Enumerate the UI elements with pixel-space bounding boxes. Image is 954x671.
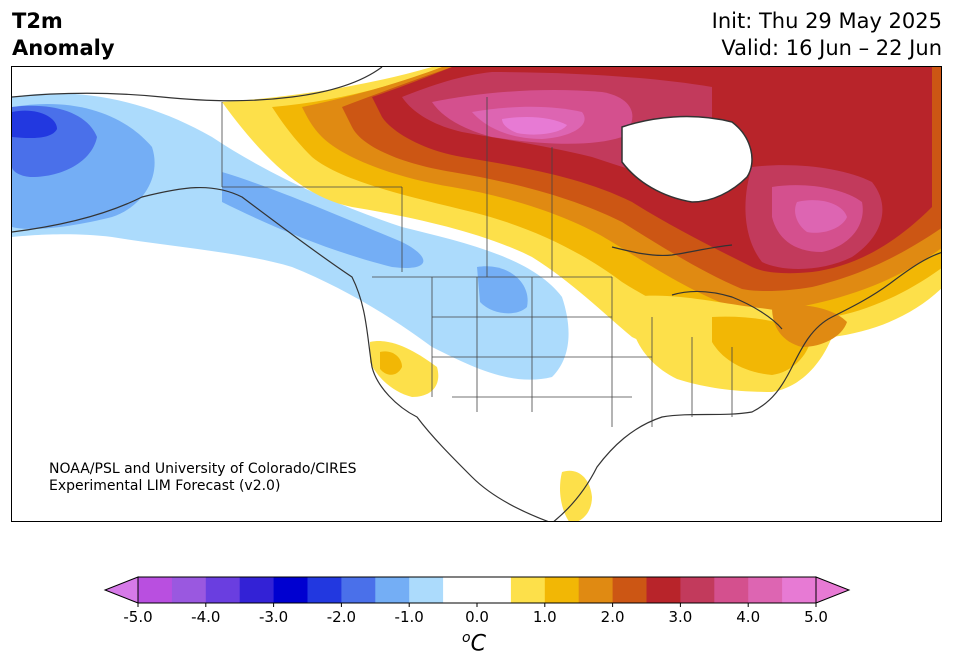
colorbar-swatch: [443, 577, 478, 603]
colorbar-swatch: [273, 577, 308, 603]
colorbar-swatch: [138, 577, 173, 603]
colorbar-unit: oC: [462, 630, 486, 656]
credit-line-2: Experimental LIM Forecast (v2.0): [49, 478, 281, 494]
colorbar-swatch: [646, 577, 681, 603]
warm-anomaly-east-orange: [772, 305, 847, 347]
init-date: Init: Thu 29 May 2025: [711, 9, 942, 33]
colorbar-swatch: [477, 577, 512, 603]
colorbar: -5.0 -4.0 -3.0 -2.0 -1.0 0.0 1.0 2.0 3.0 4.0 5.0: [0, 570, 954, 650]
colorbar-swatch: [612, 577, 647, 603]
title-subtitle: Anomaly: [12, 36, 115, 60]
colorbar-under-arrow: [103, 576, 139, 604]
colorbar-swatch: [748, 577, 783, 603]
colorbar-svg: -5.0 -4.0 -3.0 -2.0 -1.0 0.0 1.0 2.0 3.0 4.0 5.0: [103, 576, 851, 626]
warm-anomaly-california-core: [380, 351, 402, 375]
cold-anomaly-medium-2: [222, 172, 424, 268]
unit-symbol: C: [470, 631, 486, 657]
colorbar-swatch: [205, 577, 241, 603]
warm-anomaly-mexico: [560, 470, 592, 521]
colorbar-swatch: [171, 577, 207, 603]
colorbar-swatch: [409, 577, 444, 603]
colorbar-swatch: [510, 577, 546, 603]
title-variable: T2m: [12, 9, 63, 33]
credit-line-1: NOAA/PSL and University of Colorado/CIRE…: [49, 461, 357, 477]
cold-anomaly-deep: [12, 110, 57, 139]
colorbar-tick-label: 3.0: [668, 608, 692, 626]
colorbar-tick-label: 0.0: [465, 608, 489, 626]
credit-text: NOAA/PSL and University of Colorado/CIRE…: [49, 461, 357, 495]
unit-degree: o: [462, 630, 471, 646]
hudson-bay: [621, 115, 753, 203]
warm-anomaly-peak: [502, 117, 567, 135]
colorbar-swatch: [714, 577, 749, 603]
valid-date: Valid: 16 Jun – 22 Jun: [721, 36, 942, 60]
colorbar-tick-label: -2.0: [327, 608, 356, 626]
colorbar-over-arrow: [815, 576, 851, 604]
colorbar-swatch: [782, 577, 817, 603]
colorbar-swatch: [375, 577, 410, 603]
map-canvas: [12, 67, 941, 521]
colorbar-swatch: [307, 577, 342, 603]
colorbar-tick-label: -1.0: [395, 608, 424, 626]
colorbar-swatch: [239, 577, 275, 603]
colorbar-tick-label: 1.0: [533, 608, 557, 626]
forecast-dates: Init: Thu 29 May 2025 Valid: 16 Jun – 22…: [712, 8, 942, 62]
colorbar-swatch: [544, 577, 580, 603]
colorbar-swatch: [680, 577, 715, 603]
colorbar-tick-label: -5.0: [123, 608, 152, 626]
colorbar-tick-label: -3.0: [259, 608, 288, 626]
anomaly-map: [11, 66, 942, 522]
colorbar-swatch: [341, 577, 376, 603]
colorbar-tick-label: 4.0: [736, 608, 760, 626]
political-borders: [221, 97, 733, 427]
colorbar-swatch: [578, 577, 614, 603]
map-title: T2m Anomaly: [12, 8, 115, 62]
colorbar-tick-label: -4.0: [191, 608, 220, 626]
colorbar-tick-label: 5.0: [804, 608, 828, 626]
colorbar-tick-label: 2.0: [601, 608, 625, 626]
warm-anomaly-magenta-2: [795, 200, 847, 233]
cold-anomaly-medium-3: [477, 266, 528, 314]
coastlines: [12, 67, 941, 521]
